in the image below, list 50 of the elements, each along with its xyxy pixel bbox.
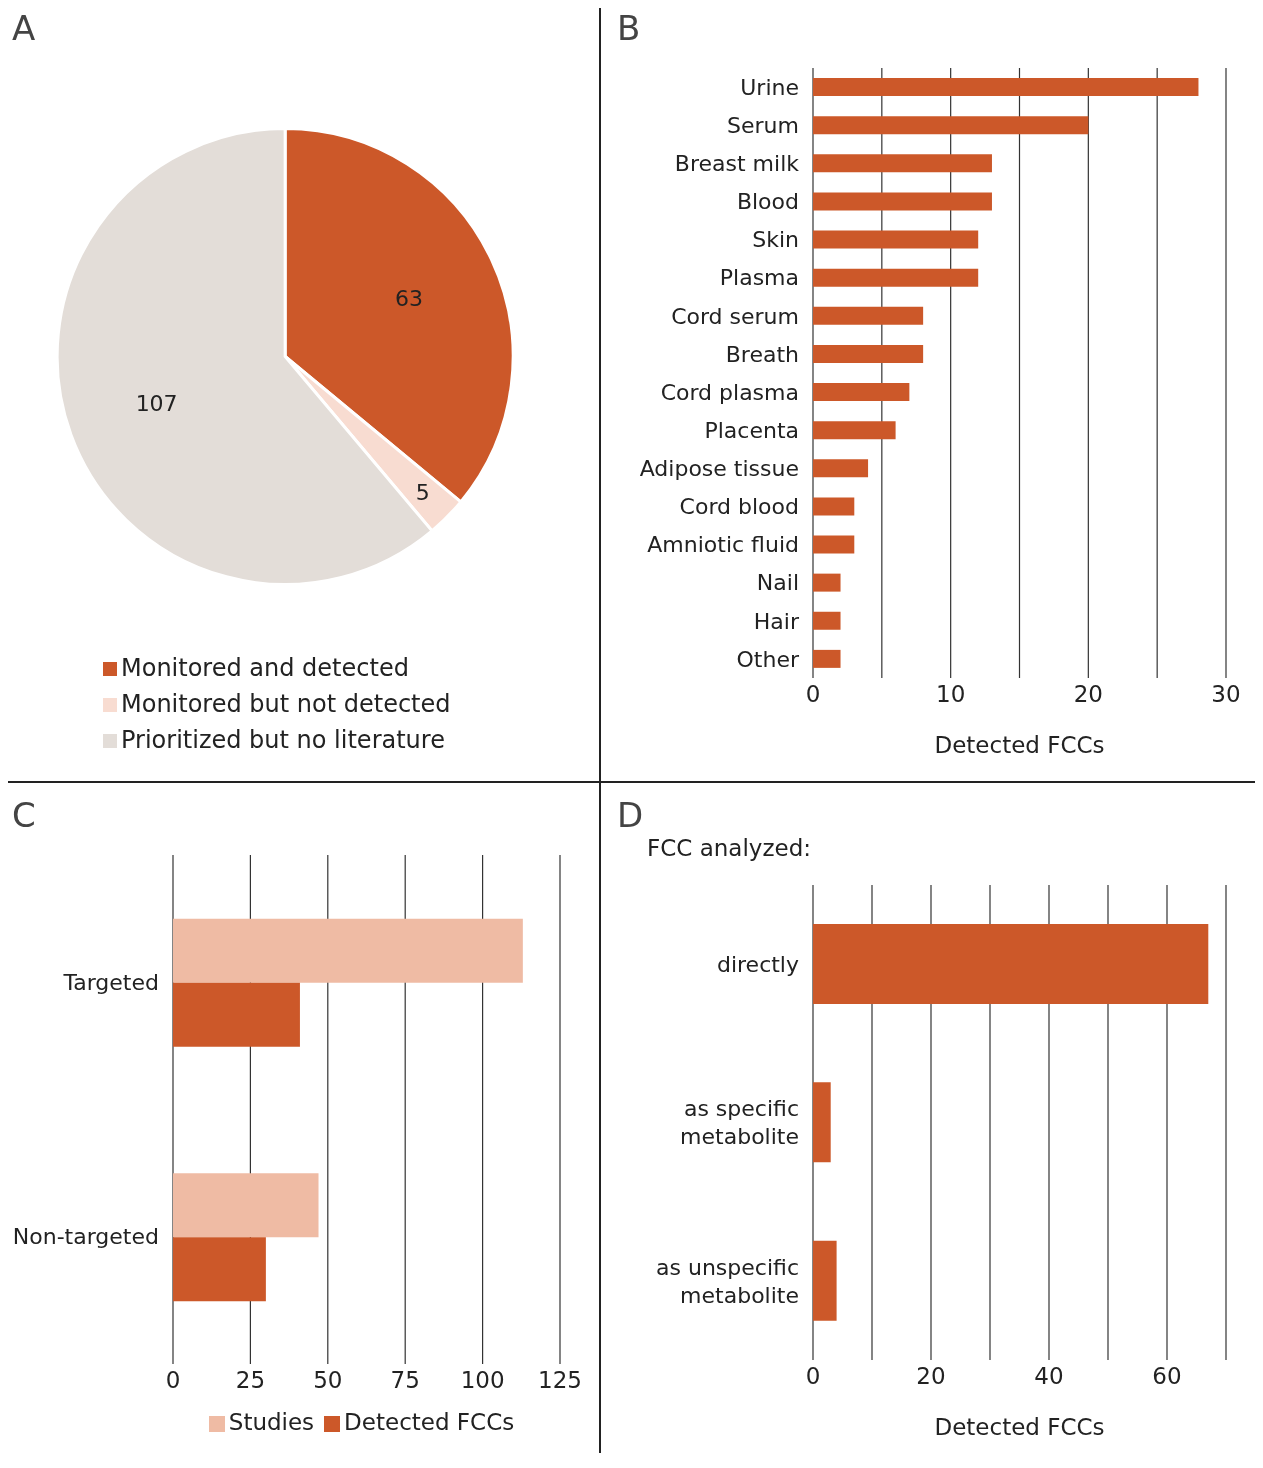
chart-title: A: [11, 8, 37, 50]
text: FCC analyzed:: [646, 835, 811, 861]
data-label: 63: [394, 285, 423, 311]
y-tick-label: Adipose tissue: [639, 456, 799, 482]
y-tick-label: Non-targeted: [12, 1224, 159, 1250]
chart-title: D: [617, 795, 644, 835]
legend-label: Prioritized but no literature: [121, 726, 445, 754]
y-tick-label: Cord serum: [671, 303, 799, 329]
y-tick-label: Hair: [753, 608, 800, 634]
y-tick-label: as unspecific metabolite: [656, 1254, 799, 1308]
x-tick-label: 50: [313, 1367, 343, 1394]
y-tick-label: Blood: [736, 189, 799, 215]
y-tick-label: Breath: [725, 341, 799, 367]
y-tick-label: Other: [736, 646, 800, 672]
data-label: 5: [415, 480, 430, 506]
data-label: 107: [135, 390, 178, 416]
y-tick-label: Skin: [752, 227, 799, 253]
x-tick-label: 100: [460, 1367, 505, 1394]
y-tick-label: Nail: [756, 570, 799, 596]
y-tick-label: Cord blood: [679, 494, 799, 520]
y-tick-label: directly: [716, 951, 799, 977]
y-tick-label: Amniotic fluid: [647, 532, 799, 558]
x-tick-label: 60: [1152, 1363, 1182, 1390]
x-axis-title: Detected FCCs: [934, 732, 1105, 758]
y-tick-label: Plasma: [719, 265, 799, 291]
y-tick-label: Placenta: [704, 417, 799, 443]
x-tick-label: 0: [165, 1367, 181, 1394]
y-tick-label: Targeted: [62, 969, 159, 995]
x-tick-label: 20: [916, 1363, 946, 1390]
x-axis-title: Detected FCCs: [934, 1414, 1105, 1440]
chart-title: B: [616, 8, 642, 50]
x-tick-label: 10: [936, 681, 966, 708]
y-tick-label: Cord plasma: [660, 379, 799, 405]
x-tick-label: 40: [1034, 1363, 1064, 1390]
x-tick-label: 25: [235, 1367, 266, 1394]
x-tick-label: 125: [538, 1367, 582, 1394]
legend-label: Monitored and detected: [121, 654, 409, 682]
y-tick-label: Serum: [727, 112, 799, 138]
x-tick-label: 0: [805, 681, 821, 708]
legend-label: Studies: [228, 1409, 315, 1435]
legend-label: Monitored but not detected: [121, 690, 451, 718]
legend-label: Detected FCCs: [344, 1409, 515, 1435]
x-tick-label: 30: [1211, 681, 1241, 708]
chart-title: C: [11, 795, 37, 837]
y-tick-label: Urine: [740, 74, 799, 100]
x-tick-label: 75: [390, 1367, 420, 1394]
x-tick-label: 20: [1073, 681, 1103, 708]
x-tick-label: 0: [805, 1363, 821, 1390]
y-tick-label: Breast milk: [674, 151, 800, 177]
y-tick-label: as specific metabolite: [680, 1096, 799, 1150]
